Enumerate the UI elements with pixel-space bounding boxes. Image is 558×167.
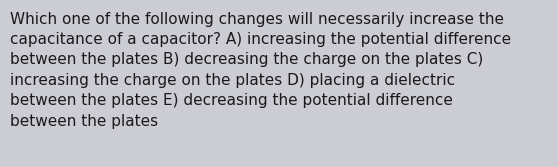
Text: Which one of the following changes will necessarily increase the
capacitance of : Which one of the following changes will … (10, 12, 511, 129)
